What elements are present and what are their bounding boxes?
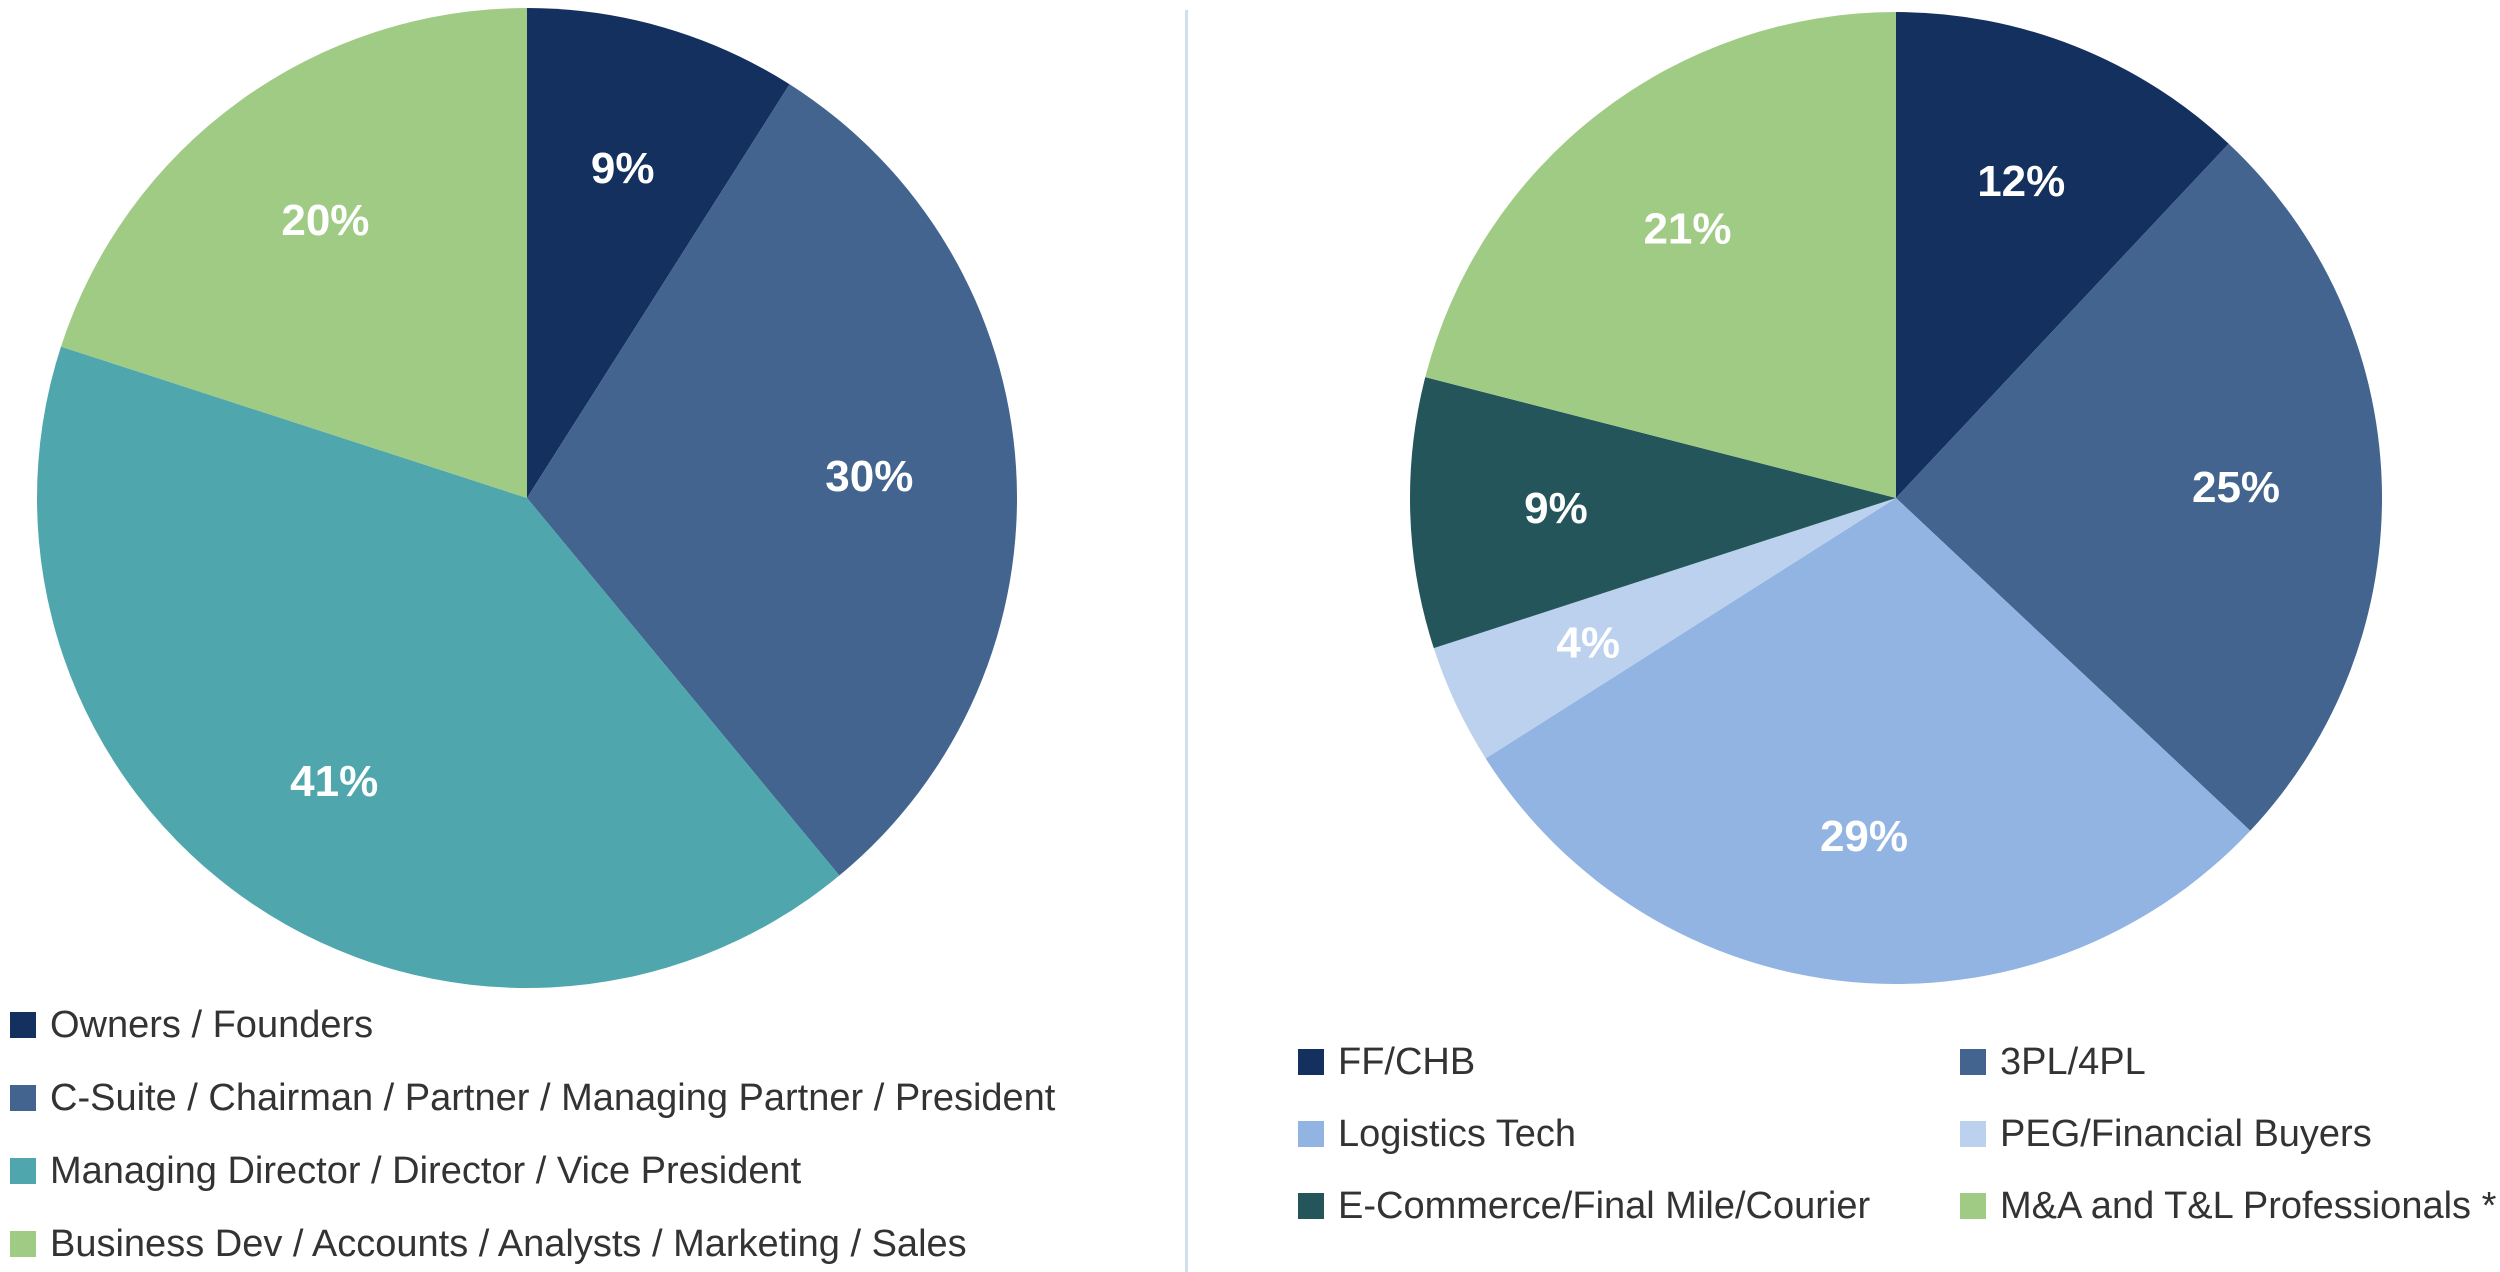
slice-percent-label: 41% [290, 757, 378, 806]
pie-slice [527, 8, 790, 498]
legend-swatch [10, 1158, 36, 1184]
legend-label: E-Commerce/Final Mile/Courier [1338, 1184, 1871, 1227]
legend-swatch [1298, 1121, 1324, 1147]
slice-percent-label: 21% [1643, 205, 1731, 254]
legend-item-business-dev: Business Dev / Accounts / Analysts / Mar… [10, 1219, 967, 1269]
legend-item-e-commerce: E-Commerce/Final Mile/Courier [1298, 1181, 1870, 1231]
legend-swatch [10, 1231, 36, 1257]
legend-item-peg-financial-buyers: PEG/Financial Buyers [1960, 1109, 2372, 1159]
slice-percent-label: 12% [1977, 157, 2065, 206]
pie-slice [1896, 12, 2229, 498]
legend-label: Owners / Founders [50, 1003, 374, 1046]
legend-swatch [1298, 1193, 1324, 1219]
pie-slice [1425, 12, 1896, 498]
legend-item-managing-director: Managing Director / Director / Vice Pres… [10, 1146, 801, 1196]
slice-percent-label: 29% [1820, 812, 1908, 861]
slice-percent-label: 4% [1556, 618, 1620, 667]
pie-slice [1433, 498, 1896, 759]
legend-item-owners-founders: Owners / Founders [10, 1000, 373, 1050]
legend-swatch [10, 1012, 36, 1038]
legend-swatch [1960, 1193, 1986, 1219]
pie-slice [1410, 377, 1896, 649]
legend-item-logistics-tech: Logistics Tech [1298, 1109, 1576, 1159]
legend-label: 3PL/4PL [2000, 1040, 2146, 1083]
legend-swatch [1960, 1049, 1986, 1075]
slice-percent-label: 9% [1524, 484, 1588, 533]
pie-slice [37, 346, 840, 988]
pie-slice [1896, 143, 2382, 831]
pie-chart-1: 9% 30% 41% 20% [37, 8, 1017, 988]
legend-label: FF/CHB [1338, 1040, 1476, 1083]
legend-label: PEG/Financial Buyers [2000, 1112, 2372, 1155]
legend-label: Logistics Tech [1338, 1112, 1576, 1155]
slice-percent-label: 30% [825, 452, 913, 501]
legend-label: M&A and T&L Professionals * [2000, 1184, 2497, 1227]
legend-item-3pl-4pl: 3PL/4PL [1960, 1037, 2146, 1087]
legend-label: C-Suite / Chairman / Partner / Managing … [50, 1076, 1056, 1119]
legend-label: Managing Director / Director / Vice Pres… [50, 1149, 802, 1192]
pie-chart-2: 12% 25% 29% 4% 9% 21% [1410, 12, 2382, 985]
legend-swatch [1960, 1121, 1986, 1147]
legend-swatch [10, 1085, 36, 1111]
chart-divider [1185, 10, 1188, 1272]
legend-item-ma-tl-professionals: M&A and T&L Professionals * [1960, 1181, 2496, 1231]
slice-percent-label: 25% [2192, 463, 2280, 512]
legend-item-ff-chb: FF/CHB [1298, 1037, 1475, 1087]
pie-slice [60, 8, 528, 498]
legend-swatch [1298, 1049, 1324, 1075]
legend-label: Business Dev / Accounts / Analysts / Mar… [50, 1222, 967, 1265]
legend-item-c-suite: C-Suite / Chairman / Partner / Managing … [10, 1073, 1055, 1123]
pie-slice [527, 84, 1017, 876]
slice-percent-label: 9% [591, 144, 655, 193]
slice-percent-label: 20% [281, 196, 369, 245]
pie-slice [1485, 498, 2251, 985]
